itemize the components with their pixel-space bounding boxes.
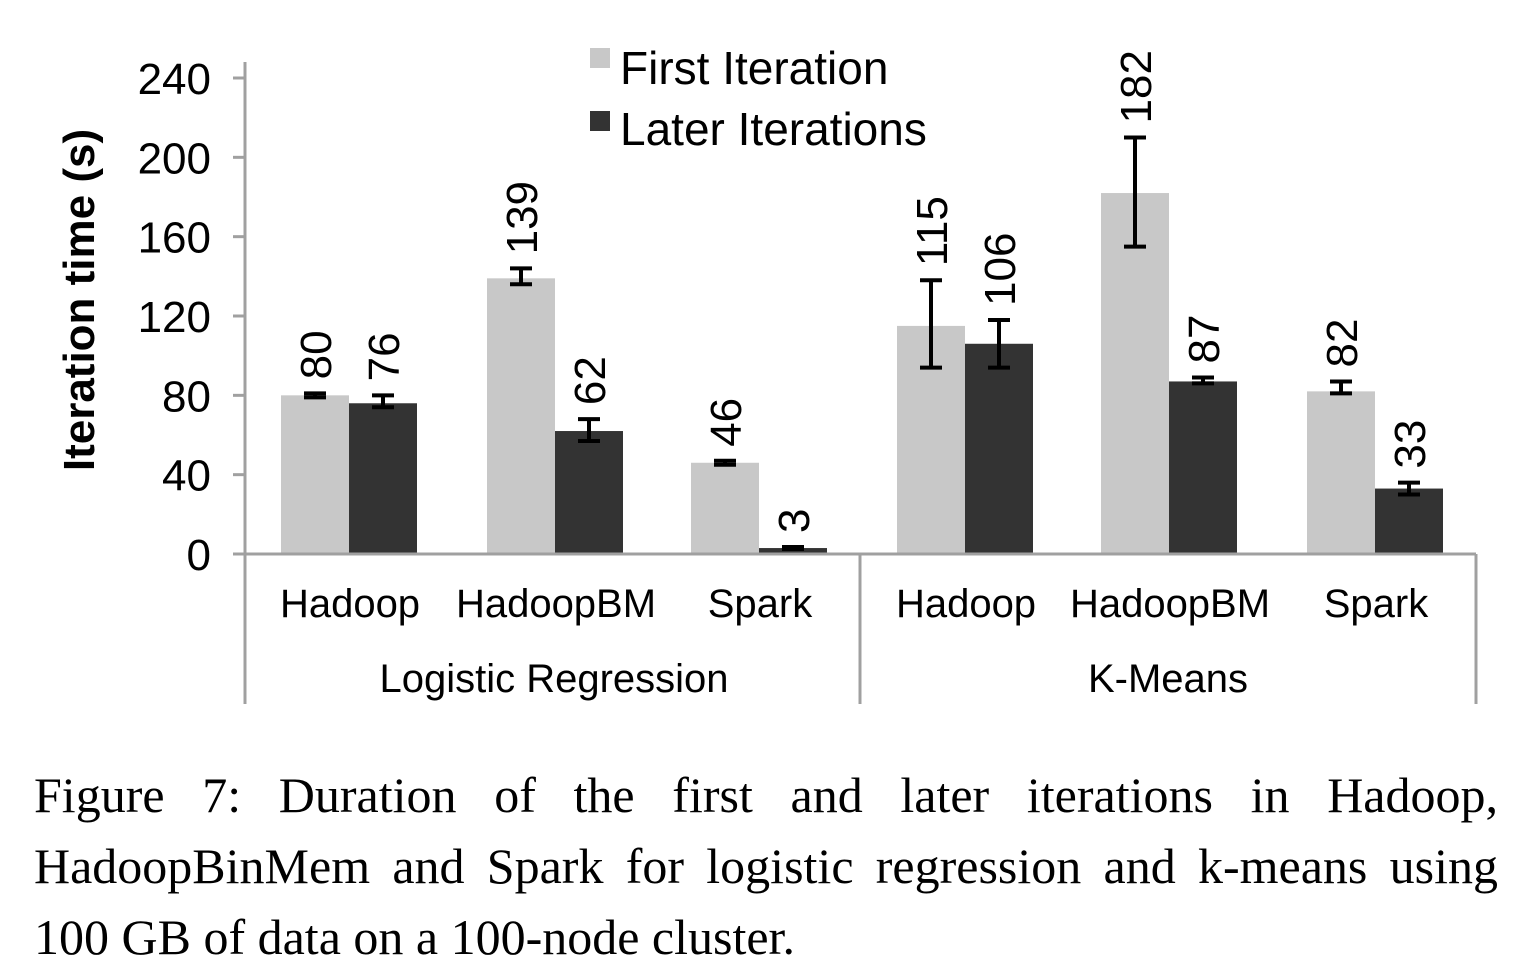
error-bar [714, 458, 736, 467]
bar-first [1101, 193, 1169, 555]
data-label: 46 [702, 398, 751, 447]
data-label: 139 [498, 181, 547, 254]
error-bar [782, 545, 804, 552]
error-bar [510, 266, 532, 287]
data-label: 62 [566, 356, 615, 405]
error-bar [1330, 379, 1352, 396]
bar-later [1375, 488, 1443, 554]
error-bar [1192, 375, 1214, 386]
legend-swatch-first [590, 48, 610, 68]
x-tick-label: HadoopBM [456, 582, 656, 626]
group-label: Logistic Regression [379, 657, 728, 701]
x-tick-label: HadoopBM [1070, 582, 1270, 626]
data-label: 33 [1386, 420, 1435, 469]
error-bar [372, 393, 394, 410]
y-tick-label: 0 [187, 531, 211, 580]
y-tick-label: 120 [138, 293, 211, 342]
error-bar [1398, 480, 1420, 497]
data-label: 182 [1112, 50, 1161, 123]
error-bar [304, 391, 326, 400]
y-tick-label: 160 [138, 214, 211, 263]
y-axis-label: Iteration time (s) [55, 129, 104, 471]
x-tick-label: Spark [1324, 582, 1429, 626]
y-tick-label: 240 [138, 55, 211, 104]
bar-first [487, 278, 555, 554]
legend-label-first: First Iteration [620, 42, 888, 94]
group-label: K-Means [1088, 657, 1248, 701]
x-tick-label: Hadoop [896, 582, 1036, 626]
data-label: 106 [976, 233, 1025, 306]
data-label: 82 [1318, 318, 1367, 367]
error-bar [920, 278, 942, 370]
bar-first [281, 395, 349, 554]
bar-later [349, 403, 417, 554]
bar-later [1169, 381, 1237, 554]
error-bar [578, 417, 600, 443]
bar-first [1307, 391, 1375, 554]
legend: First Iteration Later Iterations [590, 42, 927, 155]
error-bar [988, 317, 1010, 370]
data-label: 76 [360, 332, 409, 381]
y-tick-label: 200 [138, 134, 211, 183]
y-axis: 0 40 80 120 160 200 240 [138, 55, 247, 580]
figure-caption: Figure 7: Duration of the first and late… [34, 767, 1498, 965]
bar-later [555, 431, 623, 554]
bar-later [965, 343, 1033, 554]
legend-swatch-later [590, 111, 610, 131]
y-tick-label: 40 [162, 452, 211, 501]
x-tick-label: Hadoop [280, 582, 420, 626]
bars: 80 139 46 115 182 82 76 62 3 106 87 33 [281, 50, 1443, 555]
legend-label-later: Later Iterations [620, 103, 927, 155]
x-axis: Hadoop HadoopBM Spark Hadoop HadoopBM Spark Lo… [243, 552, 1478, 704]
x-tick-label: Spark [708, 582, 813, 626]
data-label: 80 [292, 330, 341, 379]
y-tick-label: 80 [162, 372, 211, 421]
bar-chart: 0 40 80 120 160 200 240 Iteration time (s) 80 1… [55, 42, 1478, 704]
error-bar [1124, 135, 1146, 249]
data-label: 87 [1180, 315, 1229, 364]
data-label: 115 [908, 196, 957, 266]
bar-first [691, 462, 759, 554]
data-label: 3 [770, 509, 819, 533]
